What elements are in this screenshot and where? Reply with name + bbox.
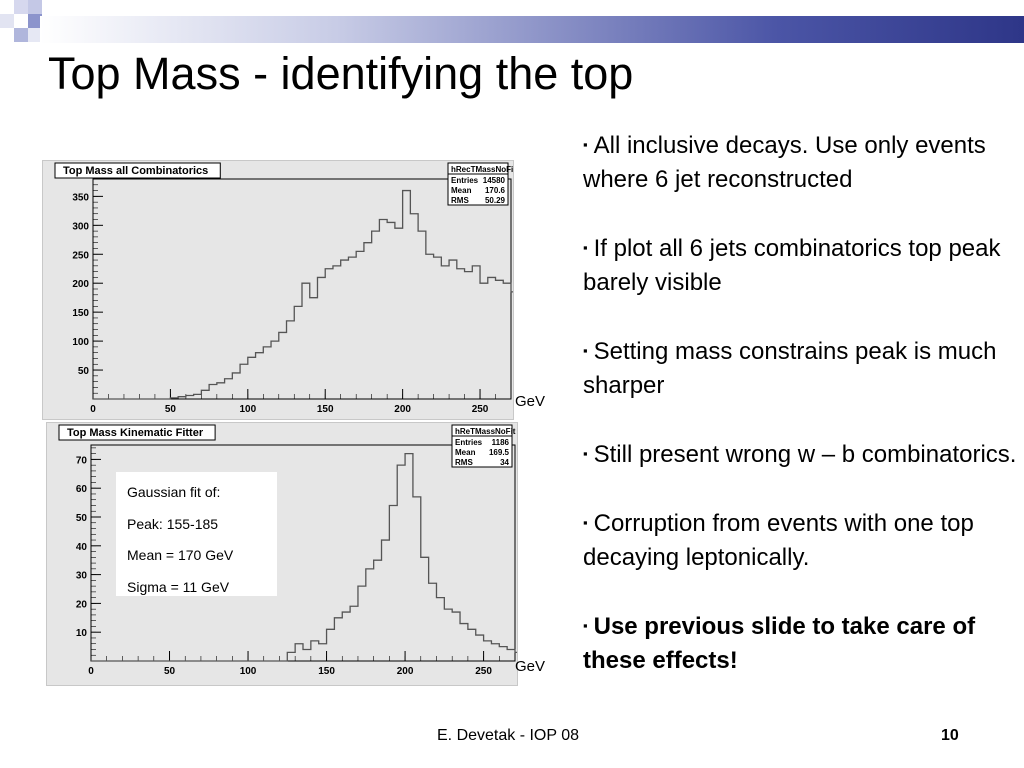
stats-name: hRecTMassNoFitAll (451, 165, 513, 174)
y-tick-label: 300 (72, 221, 89, 232)
title-gradient-bar (40, 16, 1024, 43)
bullet-text: If plot all 6 jets combinatorics top pea… (583, 235, 1001, 296)
decor-square (28, 14, 42, 28)
y-tick-label: 40 (76, 542, 88, 553)
y-tick-label: 60 (76, 484, 88, 495)
x-tick-label: 0 (90, 404, 96, 415)
x-tick-label: 200 (394, 404, 411, 415)
decor-square (14, 14, 28, 28)
bullet-marker-icon: ▪ (583, 446, 588, 461)
x-tick-label: 250 (472, 404, 489, 415)
bullet-text: Setting mass constrains peak is much sha… (583, 338, 997, 399)
x-tick-label: 200 (397, 666, 414, 677)
x-unit-label-bottom: GeV (515, 658, 546, 675)
stats-key: Entries (451, 176, 479, 185)
bullet-item: ▪ Corruption from events with one top dec… (583, 506, 1023, 575)
y-tick-label: 50 (78, 366, 90, 377)
bullet-item: ▪ Still present wrong w – b combinatorics… (583, 437, 1023, 472)
gaussian-line: Sigma = 11 GeV (127, 578, 230, 595)
chart-title-box (54, 162, 221, 179)
stats-value: 34 (500, 458, 509, 467)
bullet-text: Corruption from events with one top deca… (583, 510, 974, 571)
bullet-text: Use previous slide to take care of these… (583, 613, 976, 674)
gaussian-line: Peak: 155-185 (127, 515, 219, 532)
stats-value: 14580 (483, 176, 506, 185)
y-tick-label: 30 (76, 571, 88, 582)
x-tick-label: 150 (317, 404, 334, 415)
bullet-marker-icon: ▪ (583, 515, 588, 530)
x-tick-label: 250 (475, 666, 492, 677)
gaussian-line: Gaussian fit of: (127, 484, 221, 500)
bullet-marker-icon: ▪ (583, 137, 588, 152)
bullet-item-emphasis: ▪ Use previous slide to take care of thes… (583, 609, 1023, 678)
bullet-item: ▪ If plot all 6 jets combinatorics top pe… (583, 231, 1023, 300)
histogram-all-combinatorics: 50 100 150 200 250 300 350 0 50 100 150 200 250 Top M… (42, 160, 514, 420)
stats-box (447, 162, 509, 206)
gaussian-line: Mean = 170 GeV (127, 547, 234, 563)
stats-key: RMS (451, 196, 469, 205)
page-number: 10 (941, 727, 959, 744)
decor-square (14, 0, 28, 14)
histogram-svg-top: 50 100 150 200 250 300 350 0 50 100 150 200 250 Top M… (43, 161, 513, 419)
bullet-list: ▪ All inclusive decays. Use only events w… (583, 128, 1023, 712)
x-tick-label: 50 (165, 404, 177, 415)
decor-square (0, 14, 14, 28)
stats-box (451, 424, 513, 468)
decor-square (28, 28, 42, 42)
y-tick-label: 100 (72, 337, 89, 348)
stats-key: Entries (455, 438, 483, 447)
gaussian-fit-box: Gaussian fit of: Peak: 155-185 Mean = 17… (116, 472, 277, 596)
decor-square (14, 28, 28, 42)
stats-value: 169.5 (489, 448, 510, 457)
decor-square (28, 0, 42, 14)
x-tick-label: 150 (318, 666, 335, 677)
x-tick-label: 100 (239, 404, 256, 415)
y-tick-label: 200 (72, 279, 89, 290)
y-tick-label: 10 (76, 628, 88, 639)
stats-value: 1186 (492, 438, 510, 447)
stats-value: 170.6 (485, 186, 506, 195)
footer-author: E. Devetak - IOP 08 (437, 727, 579, 744)
chart-title: Top Mass Kinematic Fitter (67, 427, 204, 439)
x-unit-label-top: GeV (515, 393, 546, 410)
bullet-text: All inclusive decays. Use only events wh… (583, 132, 986, 193)
histogram-line (91, 452, 517, 662)
stats-key: RMS (455, 458, 473, 467)
bullet-item: ▪ Setting mass constrains peak is much sh… (583, 334, 1023, 403)
bullet-item: ▪ All inclusive decays. Use only events w… (583, 128, 1023, 197)
x-tick-label: 50 (164, 666, 176, 677)
stats-value: 50.29 (485, 196, 506, 205)
slide-title: Top Mass - identifying the top (48, 48, 634, 99)
chart-title: Top Mass all Combinatorics (63, 165, 208, 177)
y-tick-label: 20 (76, 599, 88, 610)
stats-name: hReTMassNoFit (455, 427, 516, 436)
stats-key: Mean (455, 448, 476, 457)
stats-key: Mean (451, 186, 472, 195)
x-tick-label: 100 (240, 666, 257, 677)
bullet-marker-icon: ▪ (583, 343, 588, 358)
chart-title-box (58, 424, 216, 441)
y-tick-label: 150 (72, 308, 89, 319)
y-tick-label: 70 (76, 455, 88, 466)
x-tick-label: 0 (88, 666, 94, 677)
histogram-line (93, 189, 513, 400)
y-tick-label: 250 (72, 250, 89, 261)
bullet-marker-icon: ▪ (583, 618, 588, 633)
bullet-marker-icon: ▪ (583, 240, 588, 255)
y-tick-label: 50 (76, 513, 88, 524)
y-tick-label: 350 (72, 192, 89, 203)
bullet-text: Still present wrong w – b combinatorics. (593, 441, 1017, 468)
